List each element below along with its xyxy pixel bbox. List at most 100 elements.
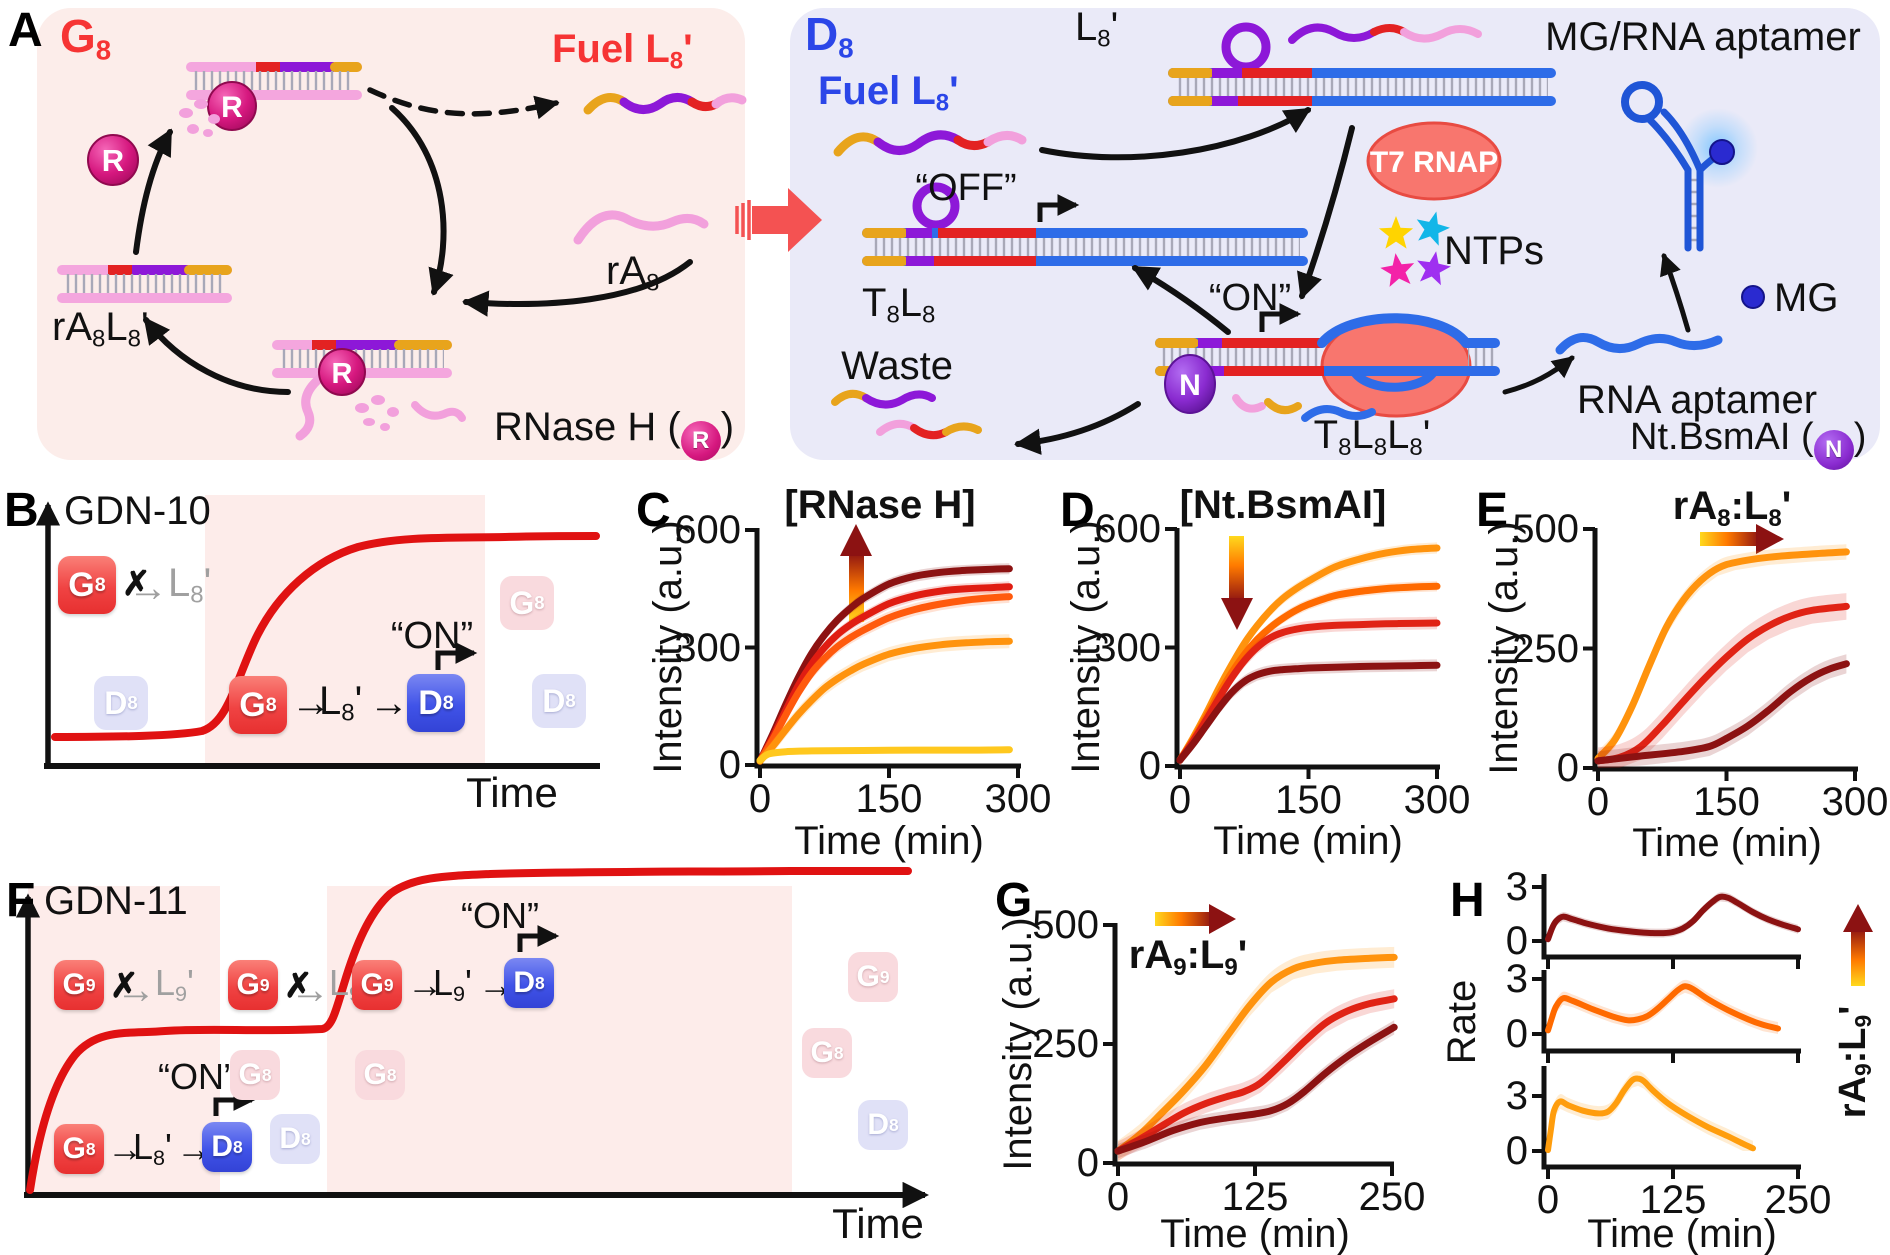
on-label: “ON”: [1208, 277, 1292, 320]
waste-strands: [831, 389, 982, 440]
panel-label-f: F: [6, 874, 36, 927]
x-tick-label: 150: [855, 777, 923, 821]
ntp-star-gold: [1378, 216, 1414, 249]
gdn11-on2-promoter-arrow: [517, 924, 560, 952]
g8-duplex-degrading: R: [272, 340, 466, 441]
g8-box-title: G8: [60, 10, 112, 66]
chart-d-title: [Nt.BsmAI]: [1179, 483, 1387, 527]
series-band-NtBsmAI-highest: [1180, 659, 1437, 766]
waste-label: Waste: [841, 344, 953, 388]
cycle-arrow-left: [143, 316, 291, 395]
ntps-label: NTPs: [1444, 229, 1544, 273]
y-tick-label: 250: [1032, 1022, 1099, 1066]
chart-h3-series: [1545, 1071, 1756, 1154]
ra8l8-label: rA8L8': [52, 305, 149, 353]
cycle-arrow-right: [389, 105, 454, 296]
gdn11-title: GDN-11: [44, 879, 188, 923]
fuel-l8-strand-blue-circuit: [833, 130, 1027, 157]
panel-label-e: E: [1476, 484, 1509, 537]
axis-tick-marks: [745, 527, 1857, 1179]
series-line-ratio-high: [1594, 548, 1850, 762]
mg-rna-aptamer-structure: [1621, 81, 1758, 252]
recycle-arrow: [1131, 265, 1231, 335]
fuel-l8-label-right: Fuel L8': [818, 69, 959, 117]
chart-g-xlabel: Time (min): [1160, 1212, 1350, 1255]
t8l8-template: [862, 182, 1308, 266]
gdn11-time-label: Time: [832, 1199, 924, 1247]
gdn11-phase2-region: [327, 886, 792, 1194]
x-tick-label: 250: [1764, 1178, 1832, 1222]
series-band-rate-ratio-high: [1548, 1071, 1753, 1151]
x-tick-label: 0: [1168, 778, 1192, 822]
y-tick-label: 0: [718, 743, 741, 787]
l8-bound-complex: [1168, 22, 1556, 106]
d8-box-title: D8: [805, 8, 854, 64]
y-tick-label: 0: [1505, 919, 1528, 963]
y-tick-label: 300: [674, 625, 741, 670]
series-band-ratio-mid: [1118, 989, 1395, 1161]
x-tick-label: 150: [1275, 778, 1342, 822]
ntp-star-magenta: [1380, 253, 1415, 287]
l9-released-label: L9': [433, 962, 472, 1007]
ntp-stars-icon: [1378, 211, 1451, 287]
series-line-RNase-H-none: [756, 746, 1013, 764]
chart-h1-series: [1545, 892, 1801, 943]
l9-blocked-label-1: L9': [155, 962, 194, 1007]
x-tick-label: 300: [984, 777, 1052, 821]
l8-released-label-f: L8': [133, 1126, 172, 1171]
y-tick-label: 0: [1076, 1141, 1099, 1185]
rna-release-arrow: [1502, 355, 1575, 395]
chart-c-title: [RNase H]: [784, 483, 976, 527]
chart-h2-axes: [1541, 970, 1801, 1054]
y-tick-label: 500: [1512, 507, 1579, 551]
x-tick-label: 0: [1586, 780, 1610, 824]
ntp-star-cyan: [1416, 211, 1450, 246]
panel-label-c: C: [636, 484, 671, 537]
chart-c-series: [756, 563, 1013, 765]
fuel-release-dashed-arrow: [367, 87, 560, 120]
chart-h2-series: [1545, 979, 1781, 1034]
series-line-NtBsmAI-lowest: [1176, 544, 1441, 764]
gdn10-title: GDN-10: [64, 489, 211, 533]
y-tick-label: 250: [1512, 626, 1579, 671]
mg-binding-arrow: [1660, 252, 1691, 333]
d8-circuit-diagram: T7 RNAP: [831, 22, 1765, 455]
gdn11-schematic: [15, 867, 929, 1209]
panel-label-g: G: [995, 874, 1033, 927]
chart-h1-axes: [1541, 874, 1801, 960]
svg-text:N: N: [1179, 369, 1201, 402]
chart-d-xlabel: Time (min): [1213, 819, 1403, 863]
y-tick-label: 600: [674, 508, 741, 552]
blocked-arrow-icon: → ✗: [110, 967, 156, 1012]
arrow-glyph: →: [291, 681, 331, 725]
chart-d-series: [1176, 542, 1441, 766]
y-tick-label: 600: [1094, 507, 1161, 551]
chart-e-title: rA8:L8': [1672, 484, 1792, 532]
cycle-arrow-up: [133, 128, 173, 255]
chart-c-xlabel: Time (min): [794, 819, 984, 863]
mg-label: MG: [1774, 276, 1839, 320]
arrow-glyph: →: [407, 964, 443, 1005]
gdn11-response-curve: [26, 867, 912, 1194]
blocked-arrow-icon: → ✗: [122, 565, 168, 610]
mg-bound-dot: [1709, 139, 1735, 165]
x-tick-label: 300: [1403, 778, 1471, 822]
gdn10-response-curve: [51, 532, 600, 741]
y-tick-label: 0: [1556, 746, 1579, 790]
arrow-glyph: →: [369, 681, 409, 725]
arrow-glyph: →: [107, 1128, 143, 1169]
gdn11-on1-promoter-arrow: [213, 1088, 256, 1116]
y-tick-label: 3: [1505, 957, 1528, 1001]
y-tick-label: 3: [1505, 1074, 1528, 1118]
gradient-arrow-g-right: [1155, 904, 1236, 934]
